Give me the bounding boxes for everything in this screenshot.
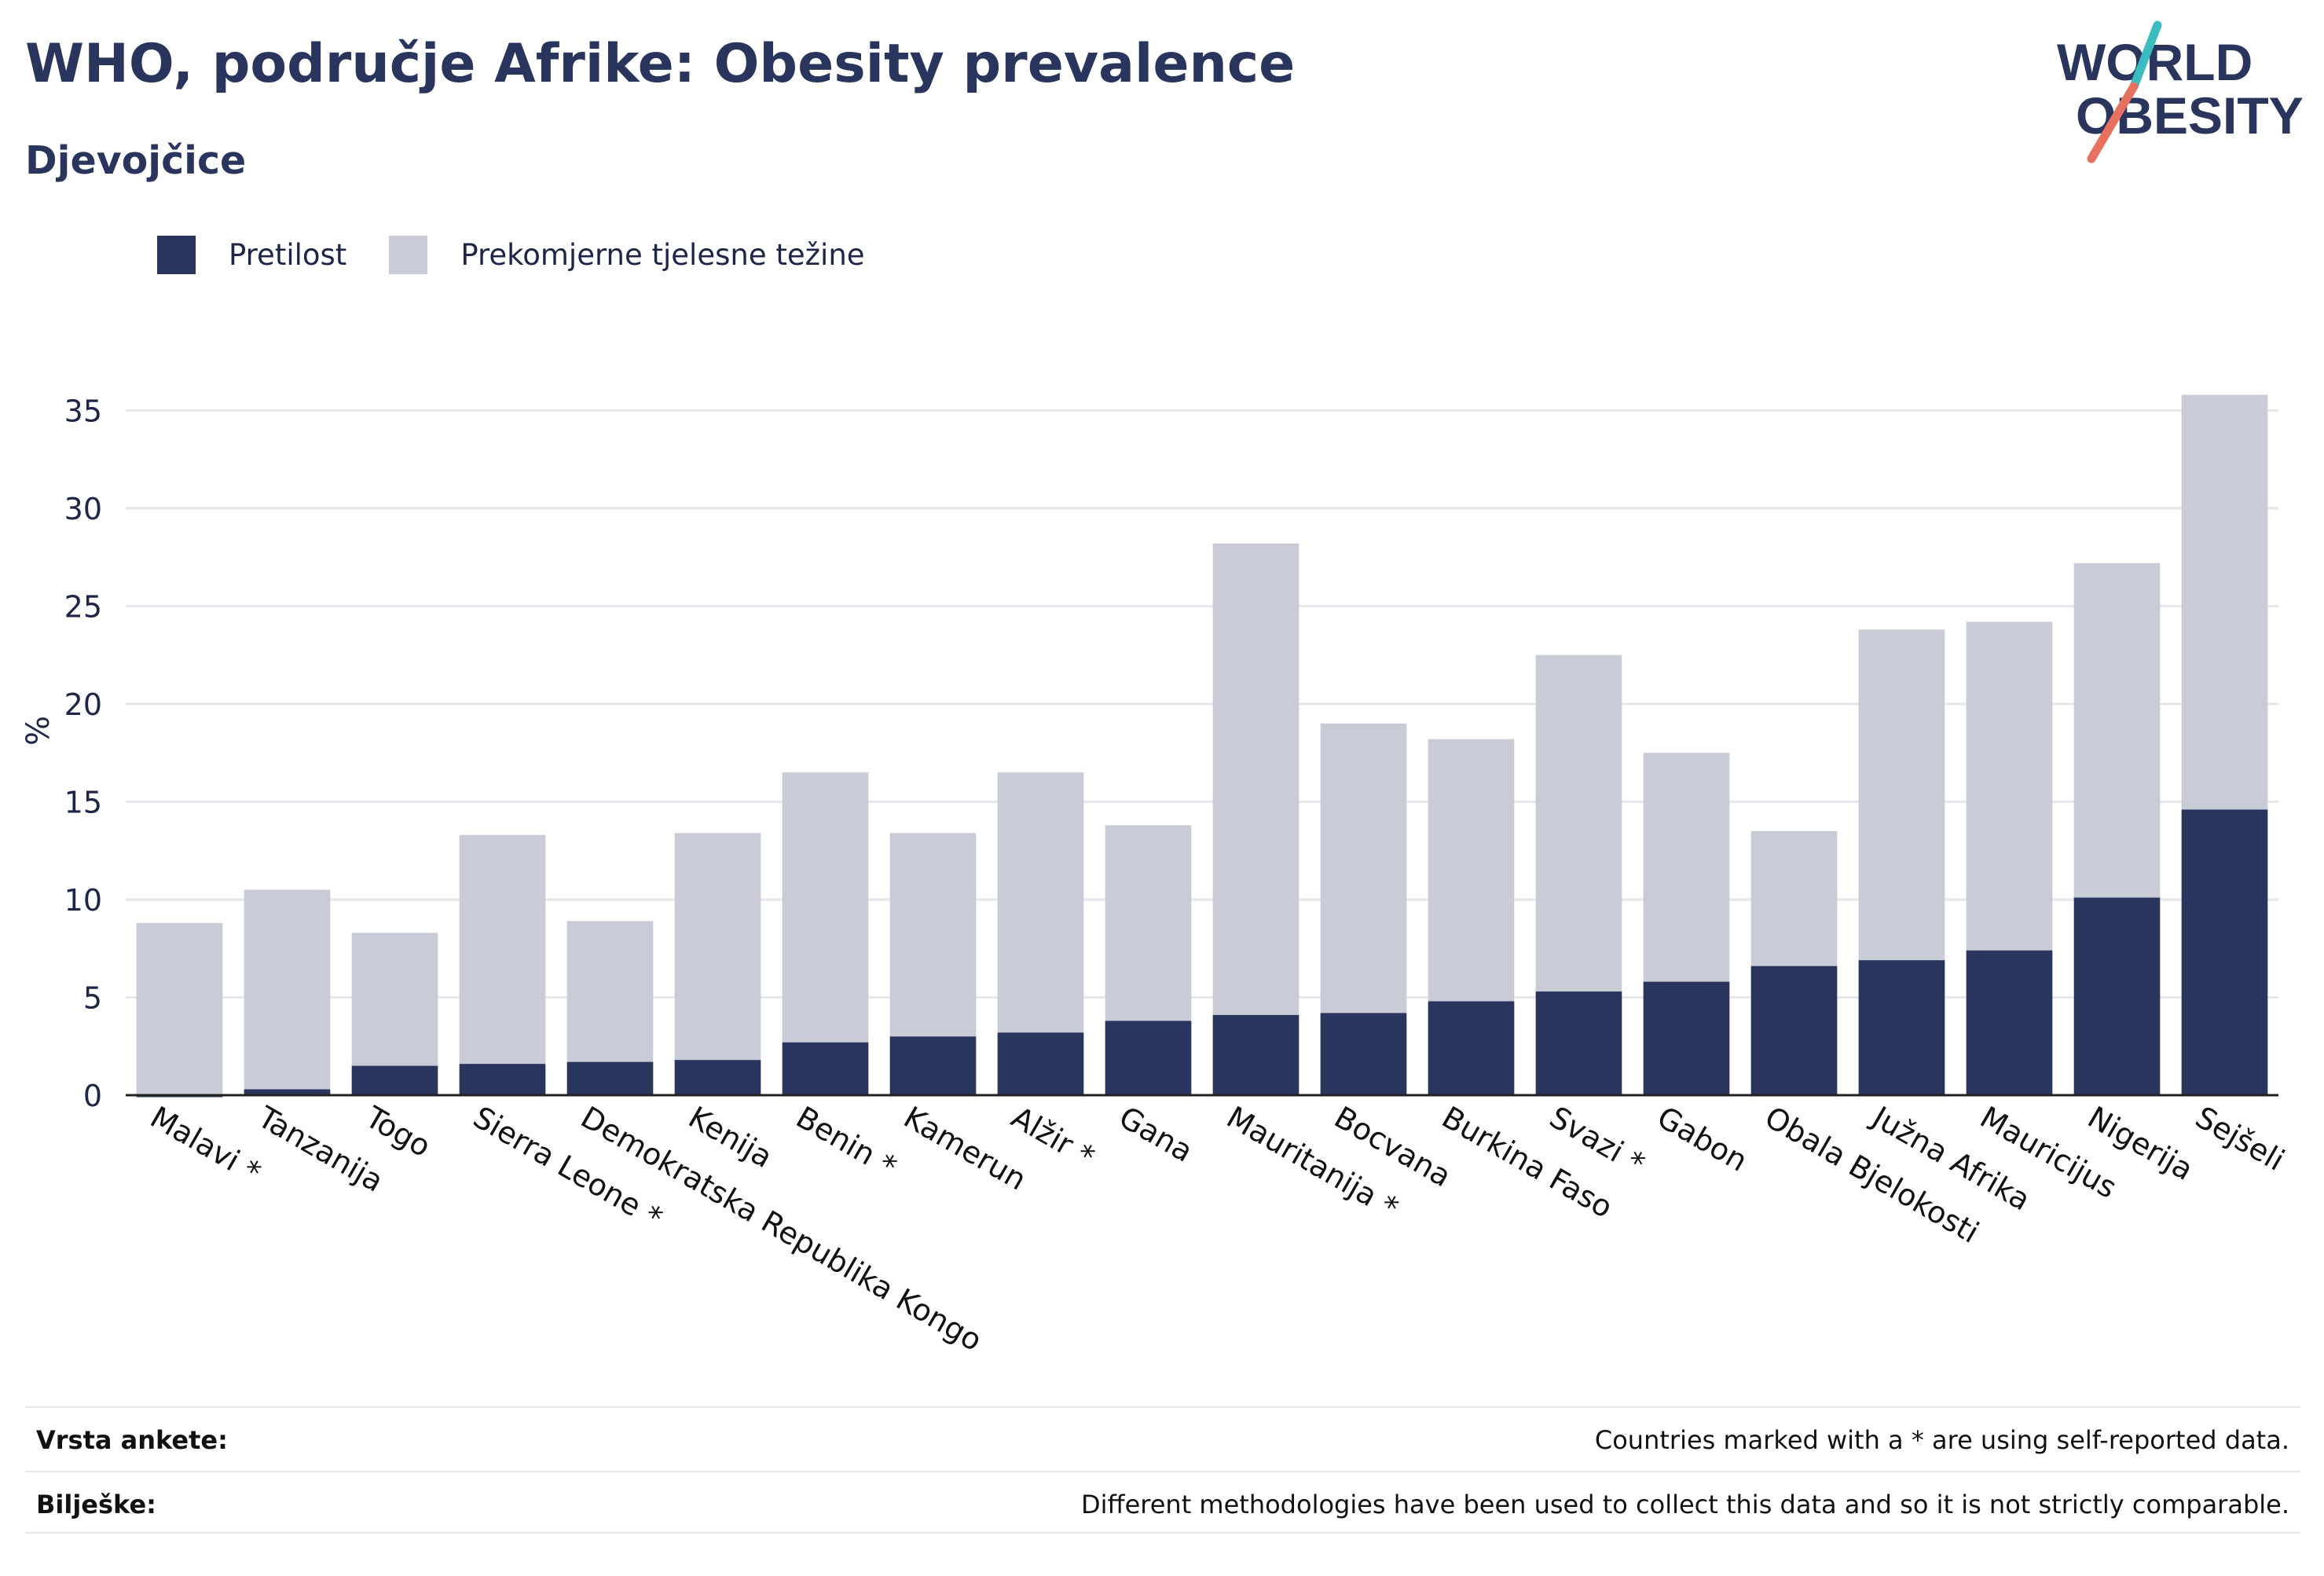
bar-obesity[interactable]	[351, 1065, 438, 1095]
bar-obesity[interactable]	[889, 1036, 977, 1095]
y-tick-label: 15	[64, 786, 102, 820]
y-tick-label: 10	[64, 883, 102, 918]
logo-slash-teal	[2129, 20, 2162, 91]
y-tick-label: 30	[64, 492, 102, 526]
x-tick-label: Kamerun	[898, 1100, 1032, 1197]
x-tick-label: Sierra Leone *	[467, 1100, 669, 1236]
bar-obesity[interactable]	[566, 1061, 654, 1095]
bar-obesity[interactable]	[674, 1060, 761, 1095]
footer-survey-type: Vrsta ankete: Countries marked with a * …	[25, 1406, 2300, 1472]
bar-overweight[interactable]	[459, 834, 546, 1095]
legend-swatch-prekomjerne	[389, 235, 428, 274]
footer-notes: Bilješke: Different methodologies have b…	[25, 1471, 2300, 1537]
chart-title: WHO, područje Afrike: Obesity prevalence	[25, 33, 1296, 95]
legend-label-prekomjerne: Prekomjerne tjelesne težine	[460, 237, 865, 272]
y-tick-label: 35	[64, 394, 102, 429]
footer-survey-label: Vrsta ankete:	[36, 1425, 228, 1455]
chart-legend: Pretilost Prekomjerne tjelesne težine	[157, 233, 907, 277]
bar-obesity[interactable]	[244, 1089, 331, 1095]
bar-obesity[interactable]	[459, 1064, 546, 1095]
bar-obesity[interactable]	[2181, 809, 2268, 1095]
footer-notes-value: Different methodologies have been used t…	[1081, 1490, 2289, 1519]
bar-obesity[interactable]	[1535, 991, 1622, 1095]
logo-slash-coral	[2087, 82, 2139, 163]
legend-label-pretilost: Pretilost	[229, 237, 347, 272]
bar-overweight[interactable]	[1212, 543, 1299, 1095]
y-tick-label: 20	[64, 687, 102, 722]
x-tick-label: Sejšeli	[2190, 1100, 2290, 1178]
bar-obesity[interactable]	[1643, 981, 1730, 1095]
bars-obesity	[136, 809, 2268, 1098]
bar-overweight[interactable]	[782, 772, 869, 1095]
legend-swatch-pretilost	[157, 235, 196, 274]
y-tick-label: 5	[83, 981, 102, 1016]
bar-obesity[interactable]	[1428, 1001, 1515, 1095]
world-obesity-logo: WORLD OBESITY	[2057, 20, 2304, 163]
bar-overweight[interactable]	[674, 833, 761, 1095]
y-tick-label: 25	[64, 590, 102, 625]
bar-obesity[interactable]	[1105, 1021, 1192, 1095]
bar-obesity[interactable]	[1750, 966, 1838, 1095]
bar-obesity[interactable]	[2073, 897, 2161, 1095]
footer-notes-label: Bilješke:	[36, 1490, 156, 1519]
footer-survey-value: Countries marked with a * are using self…	[1594, 1425, 2289, 1455]
y-axis-ticks: 0 5 10 15 20 25 30 35	[64, 394, 102, 1114]
bar-overweight[interactable]	[136, 922, 223, 1095]
bar-obesity[interactable]	[1966, 950, 2053, 1095]
footer-divider	[25, 1532, 2300, 1534]
x-tick-label: Togo	[359, 1099, 437, 1164]
bar-obesity[interactable]	[1858, 960, 1945, 1095]
y-axis-label: %	[20, 716, 57, 746]
legend-item-pretilost[interactable]: Pretilost	[157, 235, 347, 274]
x-tick-label: Benin *	[790, 1100, 903, 1185]
grid-lines	[126, 409, 2278, 999]
bar-obesity[interactable]	[1212, 1014, 1299, 1095]
x-tick-label: Malavi *	[145, 1100, 266, 1190]
bar-overweight[interactable]	[244, 889, 331, 1095]
legend-item-prekomjerne[interactable]: Prekomjerne tjelesne težine	[389, 235, 865, 274]
bar-obesity[interactable]	[997, 1032, 1084, 1095]
x-tick-label: Gana	[1113, 1100, 1199, 1169]
chart-subtitle: Djevojčice	[25, 138, 247, 183]
bar-obesity[interactable]	[1320, 1013, 1407, 1095]
x-tick-label: Gabon	[1651, 1100, 1754, 1178]
bar-obesity[interactable]	[782, 1042, 869, 1095]
bars-overweight	[136, 394, 2268, 1096]
y-tick-label: 0	[83, 1079, 102, 1113]
